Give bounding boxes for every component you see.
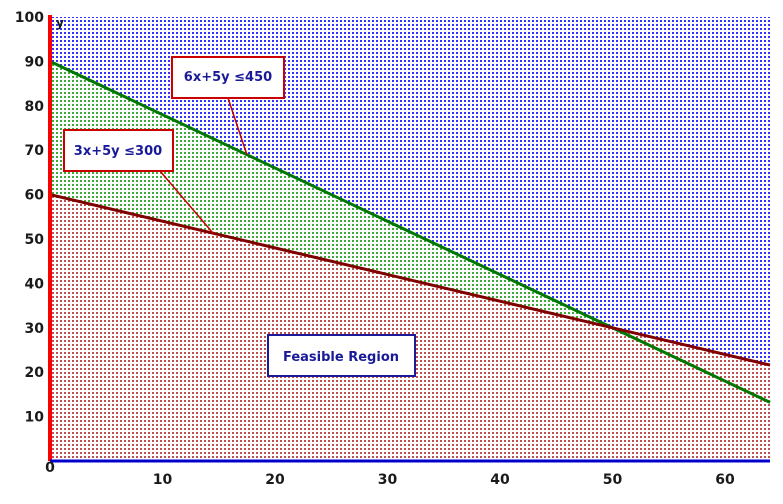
constraint-line-6x5y xyxy=(49,60,771,404)
constraint-line-3x5y xyxy=(49,193,771,367)
x-axis-ticks: 10 20 30 40 50 60 xyxy=(153,472,735,488)
feasible-region-label: Feasible Region xyxy=(283,350,399,365)
x-tick-label: 60 xyxy=(715,472,735,488)
y-tick-label: 70 xyxy=(25,143,45,159)
x-tick-label: 40 xyxy=(490,472,510,488)
annotation-leader-3x5y xyxy=(159,170,214,234)
y-axis-ticks: 10 20 30 40 50 60 70 80 90 100 xyxy=(15,10,44,426)
y-axis-label: y xyxy=(56,16,64,30)
annotation-6x5y: 6x+5y ≤450 xyxy=(184,70,272,85)
y-tick-label: 60 xyxy=(25,188,45,204)
constraint-region-3x5y xyxy=(50,194,770,461)
annotation-leader-6x5y xyxy=(227,97,248,155)
origin-label: 0 xyxy=(45,460,55,476)
axes: 10 20 30 40 50 60 10 20 30 40 50 60 70 80 90 100 y 0 xyxy=(15,10,770,488)
y-tick-label: 50 xyxy=(25,232,45,248)
x-tick-label: 30 xyxy=(378,472,398,488)
x-tick-label: 20 xyxy=(265,472,285,488)
annotation-box-3x5y xyxy=(63,129,174,172)
y-tick-label: 30 xyxy=(25,321,45,337)
y-tick-label: 100 xyxy=(15,10,44,26)
annotations: 6x+5y ≤450 3x+5y ≤300 Feasible Region xyxy=(63,56,416,377)
x-tick-label: 50 xyxy=(603,472,623,488)
annotation-box-6x5y xyxy=(171,56,285,99)
y-tick-label: 90 xyxy=(25,54,45,70)
annotation-box-feasible xyxy=(267,334,416,377)
y-tick-label: 20 xyxy=(25,365,45,381)
plot-area xyxy=(49,17,771,462)
y-tick-label: 10 xyxy=(25,410,45,426)
y-tick-label: 80 xyxy=(25,99,45,115)
x-tick-label: 10 xyxy=(153,472,173,488)
annotation-3x5y: 3x+5y ≤300 xyxy=(74,144,162,159)
y-tick-label: 40 xyxy=(25,276,45,292)
